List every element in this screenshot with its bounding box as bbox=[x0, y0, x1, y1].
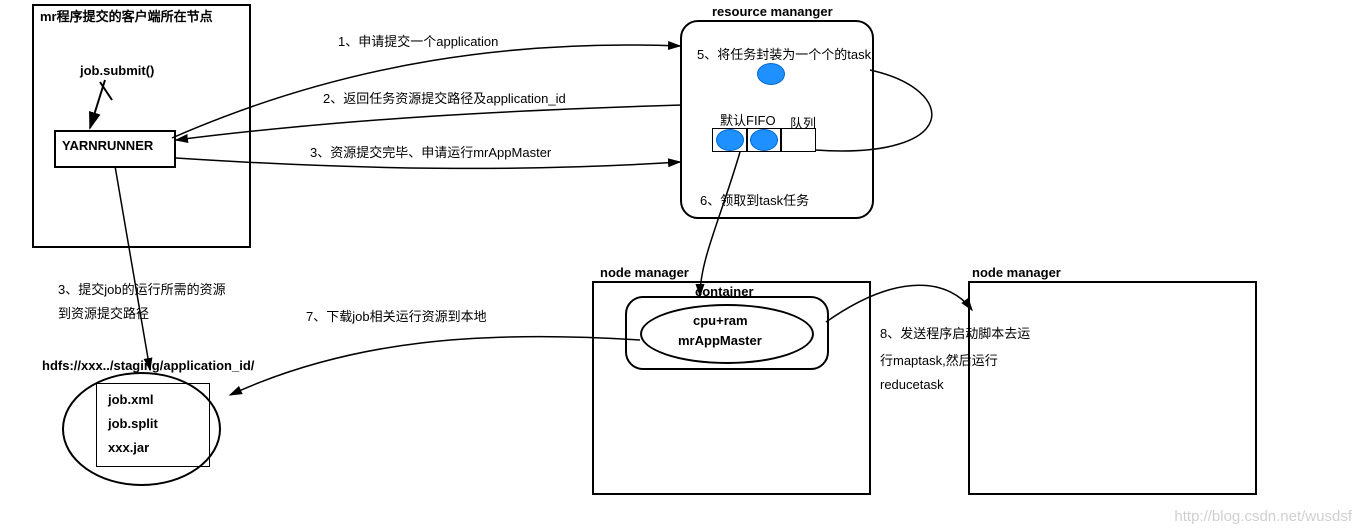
rm-step5-label: 5、将任务封装为一个个的task bbox=[697, 44, 871, 63]
rm-step6-label: 6、领取到task任务 bbox=[700, 190, 809, 209]
job-split-label: job.split bbox=[108, 416, 158, 431]
client-node-box bbox=[32, 4, 251, 248]
node-manager-2-box bbox=[968, 281, 1257, 495]
node-manager-1-title: node manager bbox=[600, 265, 689, 280]
client-node-title: mr程序提交的客户端所在节点 bbox=[40, 6, 213, 25]
edge1-label: 1、申请提交一个application bbox=[338, 31, 498, 50]
edge2-label: 2、返回任务资源提交路径及application_id bbox=[323, 88, 566, 107]
node-manager-2-title: node manager bbox=[972, 265, 1061, 280]
edge3-left-b-label: 到资源提交路径 bbox=[58, 303, 149, 322]
container-title: container bbox=[695, 284, 754, 299]
watermark-label: http://blog.csdn.net/wusdsf bbox=[1174, 508, 1352, 525]
hdfs-path-label: hdfs://xxx../staging/application_id/ bbox=[42, 358, 254, 373]
job-xml-label: job.xml bbox=[108, 392, 154, 407]
yarnrunner-label: YARNRUNNER bbox=[62, 138, 153, 153]
fifo-dot-2-icon bbox=[750, 129, 778, 151]
edge8-a-label: 8、发送程序启动脚本去运 bbox=[880, 323, 1030, 342]
rm-fifo-label: 默认FIFO bbox=[720, 110, 776, 129]
edge3-left-a-label: 3、提交job的运行所需的资源 bbox=[58, 279, 226, 298]
edge8-b-label: 行maptask,然后运行 bbox=[880, 350, 998, 369]
mrappmaster-label: mrAppMaster bbox=[678, 333, 762, 348]
edge8-c-label: reducetask bbox=[880, 377, 944, 392]
task-dot-icon bbox=[757, 63, 785, 85]
resource-manager-title: resource mananger bbox=[712, 4, 833, 19]
edge3-top-label: 3、资源提交完毕、申请运行mrAppMaster bbox=[310, 142, 551, 161]
cpu-ram-label: cpu+ram bbox=[693, 313, 748, 328]
job-submit-label: job.submit() bbox=[80, 63, 154, 78]
xxx-jar-label: xxx.jar bbox=[108, 440, 149, 455]
fifo-slot-3 bbox=[780, 128, 816, 152]
fifo-dot-1-icon bbox=[716, 129, 744, 151]
edge7-label: 7、下载job相关运行资源到本地 bbox=[306, 306, 487, 325]
